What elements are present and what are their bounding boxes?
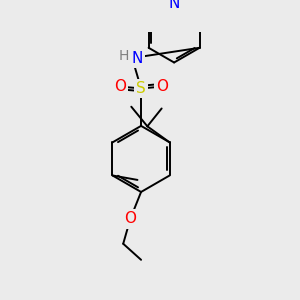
- Text: O: O: [157, 79, 169, 94]
- Text: H: H: [119, 49, 129, 63]
- Text: N: N: [132, 50, 143, 65]
- Text: S: S: [136, 81, 146, 96]
- Text: O: O: [114, 79, 126, 94]
- Text: O: O: [124, 211, 136, 226]
- Text: N: N: [168, 0, 180, 11]
